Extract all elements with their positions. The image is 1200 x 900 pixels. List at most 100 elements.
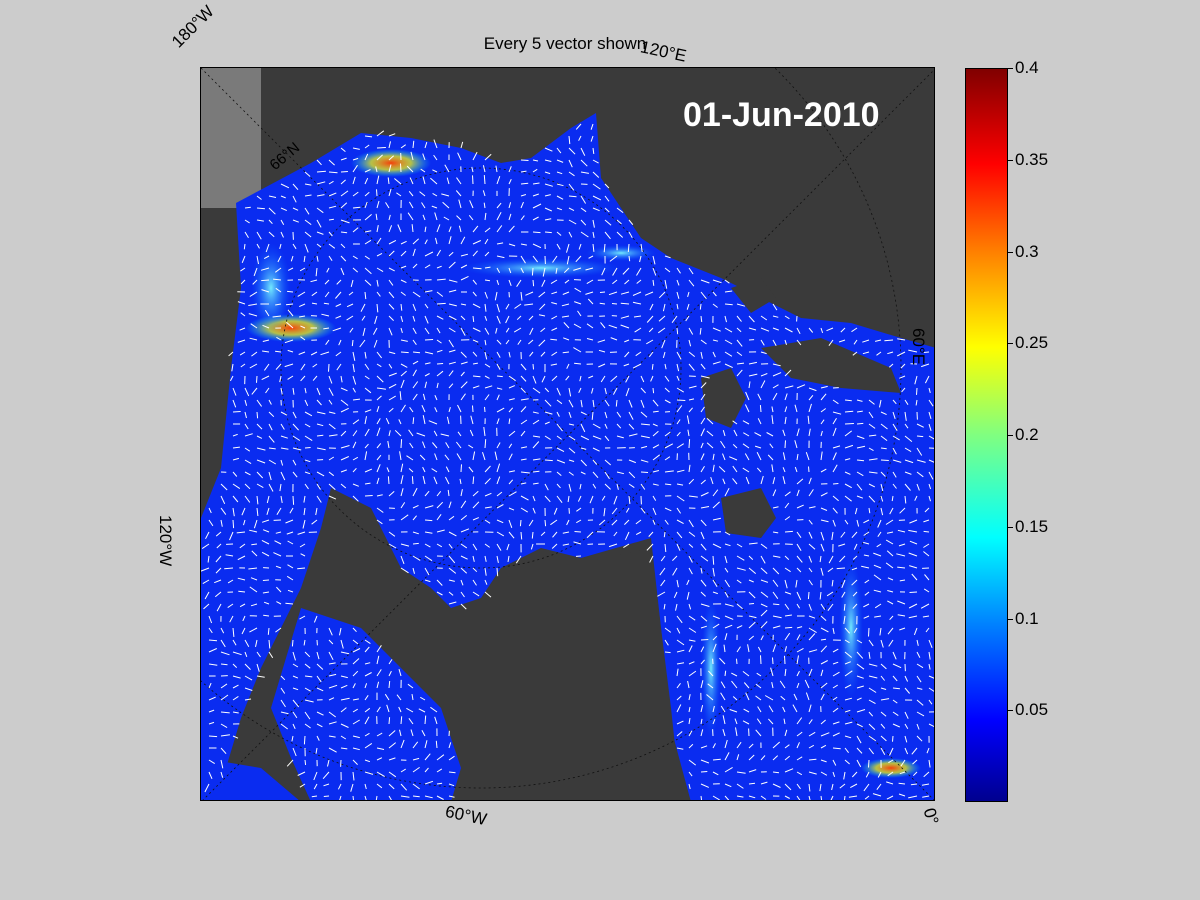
colorbar-tick-label: 0.1: [1015, 608, 1039, 628]
velocity-vector: [782, 452, 786, 461]
velocity-vector: [722, 715, 726, 725]
velocity-vector: [328, 231, 333, 237]
velocity-vector: [579, 375, 582, 382]
velocity-vector: [215, 555, 222, 563]
velocity-vector: [434, 394, 438, 401]
velocity-vector: [808, 555, 813, 563]
velocity-vector: [352, 441, 357, 449]
velocity-vector: [472, 451, 476, 461]
velocity-vector: [892, 447, 897, 455]
velocity-vector: [311, 795, 318, 798]
velocity-vector: [600, 322, 606, 329]
velocity-vector: [745, 692, 750, 701]
velocity-vector: [304, 459, 311, 463]
velocity-vector: [544, 207, 553, 212]
velocity-vector: [706, 418, 714, 425]
velocity-vector: [640, 399, 645, 408]
velocity-vector: [712, 464, 715, 473]
velocity-vector: [359, 339, 366, 348]
velocity-vector: [292, 207, 299, 211]
velocity-vector: [376, 406, 380, 413]
velocity-vector: [299, 315, 306, 318]
velocity-vector: [612, 279, 618, 285]
velocity-vector: [376, 747, 385, 750]
velocity-vector: [840, 327, 846, 333]
velocity-vector: [688, 464, 691, 473]
velocity-vector: [685, 315, 690, 322]
velocity-vector: [635, 519, 642, 525]
velocity-vector: [424, 579, 431, 583]
velocity-vector: [916, 639, 919, 646]
velocity-vector: [604, 231, 611, 240]
velocity-vector: [590, 123, 594, 130]
velocity-vector: [676, 704, 682, 713]
velocity-vector: [424, 715, 427, 725]
velocity-vector: [568, 399, 574, 408]
velocity-vector: [820, 638, 827, 641]
velocity-vector: [436, 501, 444, 509]
velocity-vector: [280, 495, 283, 503]
velocity-vector: [470, 415, 474, 425]
colorbar-tick: [1008, 618, 1013, 620]
velocity-vector: [409, 442, 414, 449]
velocity-vector: [844, 483, 852, 489]
velocity-vector: [458, 199, 462, 209]
velocity-vector: [832, 417, 837, 425]
velocity-vector: [316, 447, 326, 451]
velocity-vector: [508, 430, 516, 437]
velocity-vector: [496, 339, 502, 345]
velocity-vector: [772, 625, 781, 629]
velocity-vector: [376, 669, 382, 677]
velocity-vector: [433, 430, 438, 437]
velocity-vector: [808, 387, 817, 392]
velocity-vector: [862, 339, 870, 343]
velocity-vector: [422, 176, 426, 185]
velocity-vector: [459, 478, 462, 485]
velocity-vector: [311, 302, 318, 305]
velocity-vector: [712, 453, 715, 461]
velocity-vector: [256, 507, 259, 517]
velocity-vector: [868, 627, 870, 637]
velocity-vector: [887, 577, 894, 581]
velocity-vector: [364, 279, 372, 286]
velocity-vector: [628, 219, 634, 226]
velocity-vector: [249, 627, 258, 633]
velocity-vector: [796, 634, 801, 641]
velocity-vector: [566, 519, 570, 526]
velocity-vector: [460, 567, 468, 574]
velocity-vector: [409, 177, 414, 185]
velocity-vector: [724, 279, 730, 284]
velocity-vector: [352, 430, 358, 437]
velocity-vector: [544, 183, 553, 187]
velocity-vector: [757, 706, 762, 713]
velocity-vector: [844, 670, 853, 677]
velocity-vector: [460, 141, 464, 149]
velocity-vector: [220, 723, 228, 729]
velocity-vector: [484, 555, 487, 562]
velocity-vector: [796, 783, 801, 790]
velocity-vector: [580, 471, 586, 475]
velocity-vector: [340, 407, 349, 413]
velocity-vector: [766, 432, 774, 437]
velocity-vector: [388, 239, 397, 245]
velocity-vector: [520, 531, 523, 540]
velocity-vector: [566, 243, 570, 253]
velocity-vector: [745, 391, 750, 401]
velocity-vector: [328, 423, 336, 430]
velocity-vector: [688, 363, 695, 371]
velocity-vector: [304, 435, 313, 442]
velocity-vector: [904, 495, 907, 504]
velocity-vector: [303, 735, 306, 745]
velocity-vector: [430, 177, 438, 185]
velocity-vector: [520, 267, 524, 274]
velocity-vector: [880, 435, 888, 441]
velocity-vector: [610, 337, 618, 341]
velocity-vector: [279, 243, 282, 250]
velocity-vector: [686, 579, 690, 586]
velocity-vector: [627, 243, 630, 253]
velocity-vector: [484, 579, 488, 585]
velocity-vector: [784, 393, 788, 401]
velocity-vector: [424, 239, 428, 245]
velocity-vector: [724, 363, 733, 369]
velocity-vector: [580, 459, 587, 467]
